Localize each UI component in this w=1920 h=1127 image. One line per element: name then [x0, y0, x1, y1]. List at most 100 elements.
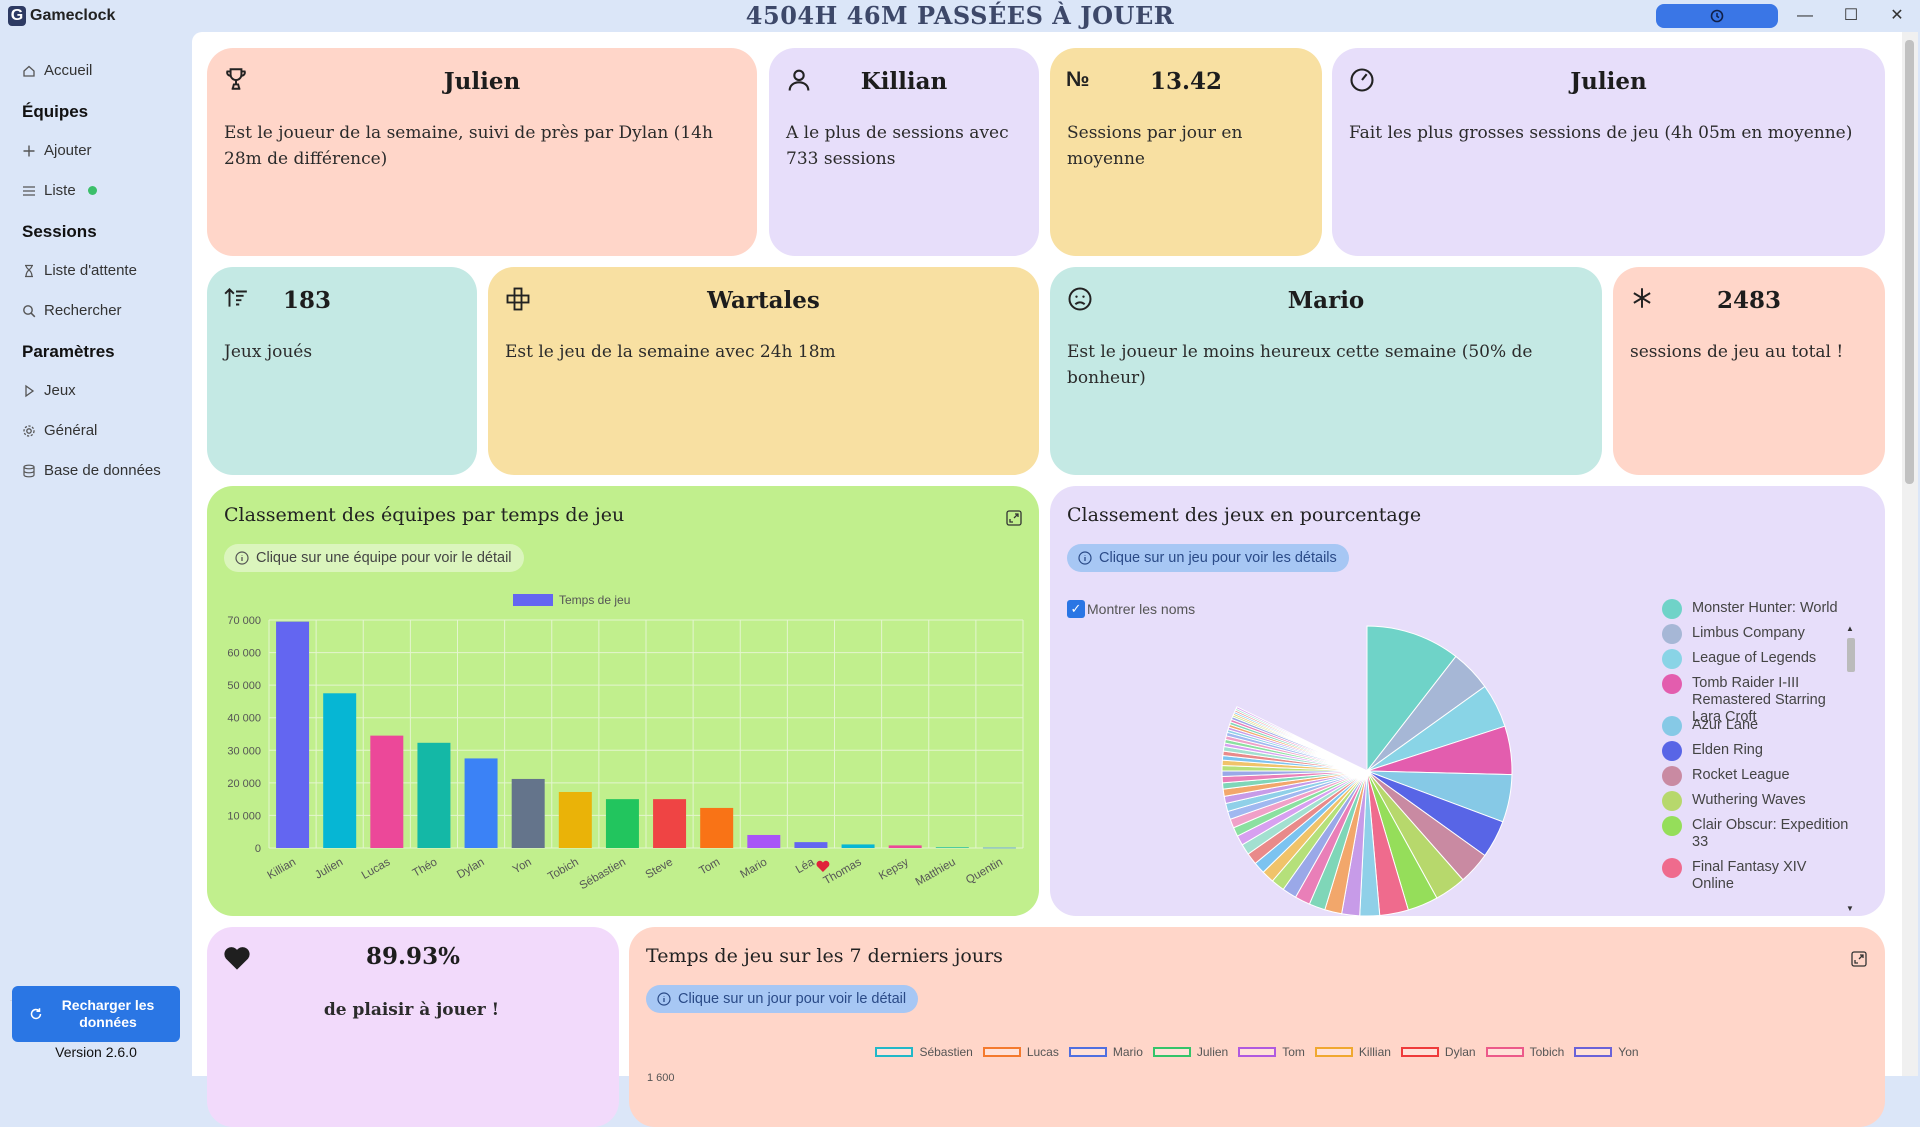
games-played-value: 183: [282, 287, 331, 314]
week-legend-item[interactable]: Julien: [1152, 1045, 1229, 1059]
reload-data-button[interactable]: Recharger les données: [12, 986, 180, 1042]
total-sessions-value: 2483: [1716, 287, 1781, 314]
app-logo: G Gameclock: [8, 6, 115, 26]
pleasure-desc: de plaisir à jouer !: [323, 1000, 500, 1020]
bar-mario[interactable]: [747, 834, 781, 848]
pie-slice[interactable]: [1235, 706, 1368, 772]
database-icon: [23, 464, 35, 477]
bar-léa[interactable]: [794, 842, 828, 848]
maximize-icon[interactable]: ☐: [1843, 7, 1859, 24]
bar-dylan[interactable]: [464, 758, 498, 848]
game-of-week-desc: Est le jeu de la semaine avec 24h 18m: [505, 342, 836, 362]
card-team-ranking-chart: Classement des équipes par temps de jeu …: [207, 486, 1039, 916]
team-chart-title: Classement des équipes par temps de jeu: [224, 504, 625, 526]
sidebar-item-liste-attente[interactable]: Liste d'attente: [22, 262, 137, 279]
gear-icon: [23, 424, 35, 437]
card-games-played[interactable]: 183 Jeux joués: [207, 267, 477, 475]
sidebar-section-equipes: Équipes: [22, 102, 89, 121]
card-pleasure[interactable]: 89.93% de plaisir à jouer !: [207, 927, 619, 1127]
games-pie-chart[interactable]: [1050, 486, 1885, 916]
week-legend-item[interactable]: Sébastien: [875, 1045, 973, 1059]
bar-lucas[interactable]: [370, 735, 404, 848]
card-least-happy[interactable]: Mario Est le joueur le moins heureux cet…: [1050, 267, 1602, 475]
card-game-of-week[interactable]: Wartales Est le jeu de la semaine avec 2…: [488, 267, 1039, 475]
legend-item[interactable]: League of Legends: [1662, 649, 1862, 669]
sidebar-item-ajouter[interactable]: Ajouter: [22, 142, 92, 159]
card-most-sessions[interactable]: Killian A le plus de sessions avec 733 s…: [769, 48, 1039, 256]
legend-swatch: [1662, 599, 1682, 619]
bar-théo[interactable]: [417, 742, 451, 848]
bar-steve[interactable]: [653, 799, 687, 848]
legend-item[interactable]: Monster Hunter: World: [1662, 599, 1862, 619]
bar-thomas[interactable]: [841, 844, 875, 848]
legend-item[interactable]: Final Fantasy XIV Online: [1662, 858, 1862, 893]
total-sessions-desc: sessions de jeu au total !: [1630, 342, 1844, 362]
numero-icon: №: [1066, 68, 1090, 91]
biggest-sessions-desc: Fait les plus grosses sessions de jeu (4…: [1349, 123, 1853, 143]
timer-button[interactable]: [1656, 4, 1778, 28]
bar-killian[interactable]: [276, 621, 310, 848]
trophy-icon: [226, 68, 246, 90]
sidebar-item-base-donnees[interactable]: Base de données: [22, 462, 161, 479]
pleasure-value: 89.93%: [366, 943, 460, 970]
y-tick-label: 40 000: [227, 713, 261, 725]
legend-item[interactable]: Azur Lane: [1662, 716, 1862, 736]
legend-label: Tomb Raider I-III Remastered Starring La…: [1692, 675, 1826, 725]
card-sessions-per-day[interactable]: № 13.42 Sessions par jour en moyenne: [1050, 48, 1322, 256]
sidebar-item-liste[interactable]: Liste: [22, 182, 97, 199]
team-chart-hint: Clique sur une équipe pour voir le détai…: [224, 544, 524, 572]
sidebar-item-jeux[interactable]: Jeux: [22, 382, 76, 399]
bar-yon[interactable]: [511, 778, 545, 848]
page-scrollbar-thumb[interactable]: [1905, 40, 1914, 484]
legend-item[interactable]: Tomb Raider I-III Remastered Starring La…: [1662, 674, 1862, 726]
x-tick-label: Sébastien: [578, 856, 628, 892]
legend-label: Limbus Company: [1692, 625, 1805, 641]
legend-item[interactable]: Elden Ring: [1662, 741, 1862, 761]
legend-scrollbar[interactable]: ▲ ▼: [1846, 624, 1855, 913]
legend-label: Julien: [1196, 1045, 1229, 1059]
week-legend-item[interactable]: Tobich: [1485, 1045, 1564, 1059]
x-tick-label: Tom: [697, 856, 722, 877]
card-biggest-sessions[interactable]: Julien Fait les plus grosses sessions de…: [1332, 48, 1885, 256]
sidebar-item-general[interactable]: Général: [22, 422, 97, 439]
expand-icon[interactable]: [1006, 510, 1022, 526]
legend-item[interactable]: Clair Obscur: Expedition 33: [1662, 816, 1862, 851]
sidebar-item-label: Liste: [44, 182, 76, 199]
sidebar-section-parametres: Paramètres: [22, 342, 115, 361]
bar-tobich[interactable]: [558, 791, 592, 848]
minimize-icon[interactable]: —: [1797, 7, 1813, 24]
bar-kepsy[interactable]: [888, 845, 922, 848]
sidebar-item-label: Accueil: [44, 62, 93, 79]
week-legend-item[interactable]: Dylan: [1400, 1045, 1476, 1059]
legend-label: Tom: [1282, 1045, 1305, 1059]
expand-icon[interactable]: [1851, 951, 1867, 967]
show-names-toggle[interactable]: ✓ Montrer les noms: [1067, 600, 1195, 618]
week-legend-item[interactable]: Killian: [1314, 1045, 1391, 1059]
legend-swatch: [1662, 649, 1682, 669]
bar-sébastien[interactable]: [605, 799, 639, 848]
sidebar: Accueil Équipes Ajouter Liste Sessions L…: [0, 32, 190, 1080]
week-legend-item[interactable]: Yon: [1574, 1045, 1639, 1059]
legend-item[interactable]: Limbus Company: [1662, 624, 1862, 644]
card-player-of-week[interactable]: Julien Est le joueur de la semaine, suiv…: [207, 48, 757, 256]
bar-quentin[interactable]: [982, 847, 1016, 849]
legend-item[interactable]: Rocket League: [1662, 766, 1862, 786]
legend-item[interactable]: Wuthering Waves: [1662, 791, 1862, 811]
week-legend-item[interactable]: Tom: [1238, 1045, 1305, 1059]
bar-tom[interactable]: [700, 807, 734, 848]
week-legend-item[interactable]: Mario: [1068, 1045, 1143, 1059]
x-tick-label: Lucas: [360, 856, 393, 882]
checkbox-icon[interactable]: ✓: [1067, 600, 1085, 618]
close-icon[interactable]: ✕: [1890, 7, 1904, 24]
pie-slice[interactable]: [1366, 625, 1457, 773]
sidebar-item-rechercher[interactable]: Rechercher: [22, 302, 122, 319]
bar-matthieu[interactable]: [935, 847, 969, 848]
team-bar-chart[interactable]: Temps de jeu 70 000 60 000 50 000 40 000 30 0…: [207, 586, 1039, 916]
sidebar-item-accueil[interactable]: Accueil: [22, 62, 92, 79]
legend-label: Clair Obscur: Expedition 33: [1692, 817, 1849, 850]
bar-julien[interactable]: [323, 693, 357, 848]
most-sessions-value: Killian: [860, 68, 948, 95]
week-legend-item[interactable]: Lucas: [982, 1045, 1059, 1059]
card-total-sessions[interactable]: 2483 sessions de jeu au total !: [1613, 267, 1885, 475]
title-bar: G Gameclock 4504H 46M PASSÉES À JOUER — …: [0, 0, 1920, 32]
